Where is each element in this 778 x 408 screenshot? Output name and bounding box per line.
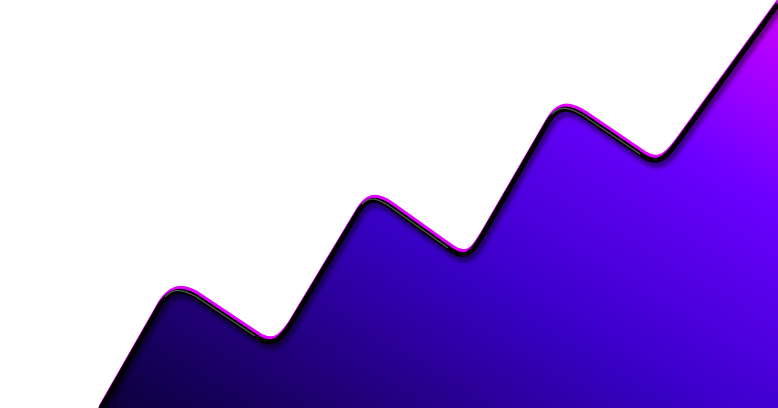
line-outline bbox=[98, 2, 778, 408]
line-highlight bbox=[98, 0, 778, 408]
area-fill bbox=[101, 4, 778, 408]
line-gloss bbox=[164, 107, 641, 337]
